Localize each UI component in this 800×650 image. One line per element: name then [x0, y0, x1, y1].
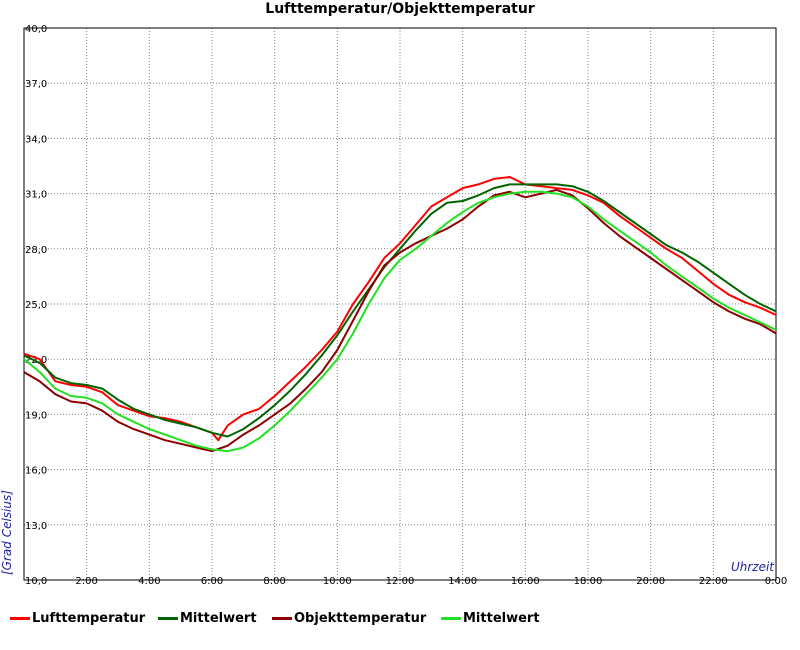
- legend-swatch-mittelwert-luft: [158, 616, 178, 620]
- x-tick-label: 0:00: [765, 576, 787, 587]
- y-tick-label: 16,0: [25, 466, 47, 477]
- plot-area: [23, 27, 777, 581]
- series-line-1: [23, 183, 777, 438]
- y-tick-label: 19,0: [25, 410, 47, 421]
- x-axis-label: Uhrzeit: [731, 560, 775, 574]
- x-tick-label: 8:00: [263, 576, 285, 587]
- y-tick-label: 34,0: [25, 134, 47, 145]
- x-tick-label: 4:00: [138, 576, 160, 587]
- legend-label-objekttemperatur: Objekttemperatur: [294, 610, 427, 626]
- legend-label-mittelwert-luft: Mittelwert: [180, 610, 257, 626]
- x-tick-label: 12:00: [386, 576, 415, 587]
- x-tick-label: 14:00: [448, 576, 477, 587]
- legend-item-objekttemperatur: Objekttemperatur: [272, 608, 426, 628]
- x-tick-label: 10:00: [323, 576, 352, 587]
- series-line-2: [23, 188, 777, 453]
- axis-ticks: 10,013,016,019,022,025,028,031,034,037,0…: [25, 24, 787, 587]
- legend-item-lufttemperatur: Lufttemperatur: [10, 608, 145, 628]
- x-tick-label: 16:00: [511, 576, 540, 587]
- legend-swatch-lufttemperatur: [10, 616, 30, 620]
- series-layer: [23, 176, 777, 453]
- legend-label-lufttemperatur: Lufttemperatur: [32, 610, 146, 626]
- x-tick-label: 22:00: [699, 576, 728, 587]
- y-tick-label: 31,0: [25, 190, 47, 201]
- y-tick-label: 37,0: [25, 79, 47, 90]
- x-tick-label: 6:00: [201, 576, 223, 587]
- x-tick-label: 2:00: [75, 576, 97, 587]
- y-tick-label: 25,0: [25, 300, 47, 311]
- series-line-3: [23, 190, 777, 453]
- y-tick-label: 28,0: [25, 245, 47, 256]
- legend-swatch-objekttemperatur: [272, 616, 292, 620]
- chart-title: Lufttemperatur/Objekttemperatur: [265, 1, 535, 17]
- grid: [24, 28, 776, 580]
- series-line-0: [23, 176, 777, 442]
- legend-label-mittelwert-objekt: Mittelwert: [463, 610, 540, 626]
- y-axis-label: [Grad Celsius]: [0, 490, 14, 575]
- y-tick-label: 13,0: [25, 521, 47, 532]
- legend-item-mittelwert-luft: Mittelwert: [158, 608, 257, 628]
- legend-item-mittelwert-objekt: Mittelwert: [441, 608, 540, 628]
- legend: Lufttemperatur Mittelwert Objekttemperat…: [0, 608, 800, 632]
- x-tick-label: 20:00: [636, 576, 665, 587]
- y-tick-label: 10,0: [25, 576, 47, 587]
- legend-swatch-mittelwert-objekt: [441, 616, 461, 620]
- y-tick-label: 40,0: [25, 24, 47, 35]
- x-tick-label: 18:00: [574, 576, 603, 587]
